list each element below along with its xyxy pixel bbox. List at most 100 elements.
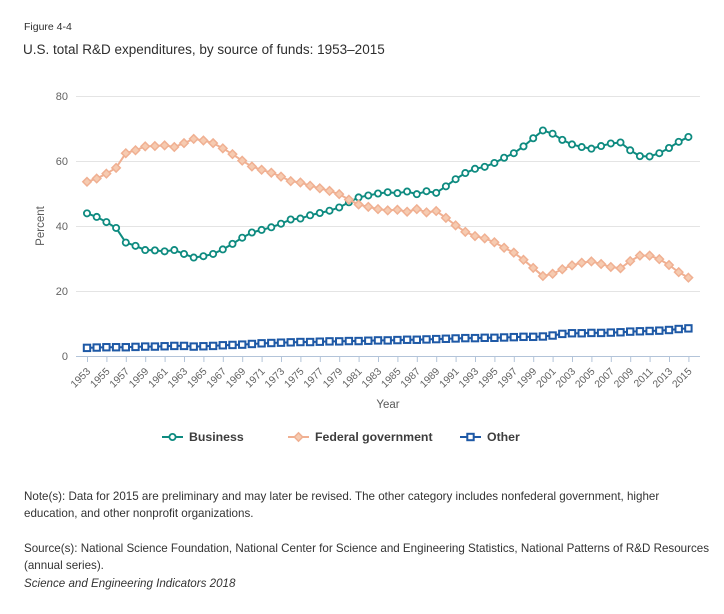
other-marker	[257, 339, 266, 348]
federal-government-marker	[460, 226, 471, 238]
federal-government-marker	[634, 250, 646, 261]
federal-government-marker	[489, 236, 500, 248]
other-marker	[499, 333, 509, 342]
other-marker	[393, 335, 402, 345]
other-marker	[402, 335, 412, 344]
other-marker	[131, 342, 140, 352]
other-marker	[296, 337, 305, 347]
business-marker	[179, 249, 188, 258]
x-tick-label: 1991	[438, 366, 462, 390]
federal-government-marker	[363, 201, 374, 213]
federal-government-marker	[178, 137, 190, 149]
other-marker	[674, 324, 683, 334]
other-marker	[587, 328, 596, 338]
x-tick-label: 1997	[496, 366, 520, 390]
chart-area: 0 20 40 60 80 1953 1955 1957 1959 1961 1963 1965 196…	[0, 80, 724, 458]
federal-government-marker	[430, 205, 442, 217]
x-tick-label: 2015	[671, 366, 695, 390]
other-marker	[529, 332, 538, 342]
business-marker	[364, 191, 373, 200]
business-marker	[286, 215, 295, 224]
other-marker	[432, 334, 441, 344]
federal-government-marker	[324, 185, 335, 197]
other-marker	[218, 341, 228, 350]
legend-label-federal-government: Federal government	[315, 430, 433, 444]
x-tick-label: 1993	[457, 366, 481, 390]
figure-title: U.S. total R&D expenditures, by source o…	[23, 42, 385, 57]
business-marker	[170, 246, 179, 255]
x-tick-label: 1985	[380, 366, 404, 390]
federal-government-marker	[450, 220, 461, 231]
business-marker	[538, 126, 547, 135]
x-tick-label: 1971	[244, 366, 268, 390]
business-marker	[393, 189, 402, 198]
other-marker	[121, 343, 130, 352]
business-marker	[665, 144, 674, 153]
other-marker	[616, 328, 625, 337]
other-marker	[548, 331, 557, 340]
business-marker	[92, 212, 101, 221]
other-marker	[267, 338, 276, 348]
other-marker	[383, 336, 392, 345]
other-marker	[344, 336, 354, 346]
series-other	[82, 324, 693, 353]
business-marker	[373, 189, 382, 198]
business-marker	[247, 228, 256, 237]
other-marker	[247, 339, 257, 349]
legend-item-business: Business	[162, 430, 244, 444]
business-marker	[315, 208, 324, 217]
federal-government-marker	[605, 261, 617, 273]
federal-government-marker	[120, 147, 132, 159]
x-tick-label: 2009	[612, 366, 636, 390]
other-marker	[238, 340, 247, 349]
y-tick-label: 20	[56, 286, 68, 298]
business-marker	[500, 153, 509, 162]
business-marker	[112, 223, 121, 232]
other-marker	[490, 333, 499, 343]
federal-government-marker	[663, 259, 675, 271]
other-marker	[461, 333, 470, 343]
other-marker	[82, 343, 92, 353]
other-marker	[606, 328, 615, 337]
x-axis-labels: 1953195519571959196119631965196719691971…	[69, 366, 695, 390]
other-marker	[451, 334, 460, 343]
federal-government-marker	[508, 247, 520, 258]
federal-government-marker	[595, 258, 607, 270]
federal-government-marker	[654, 253, 665, 265]
federal-government-marker	[644, 250, 655, 261]
federal-government-marker	[198, 135, 209, 146]
business-marker	[432, 188, 441, 197]
other-marker	[199, 342, 208, 351]
business-marker	[267, 223, 276, 232]
federal-government-marker	[139, 141, 151, 152]
other-marker	[441, 334, 451, 343]
legend: Business Federal government Other	[162, 430, 520, 444]
x-tick-label: 2003	[554, 366, 578, 390]
x-axis-ticks	[87, 357, 690, 362]
business-marker	[228, 239, 237, 248]
federal-government-marker	[236, 155, 248, 166]
federal-government-marker	[169, 141, 180, 153]
other-marker	[335, 337, 344, 346]
y-tick-label: 60	[56, 156, 68, 168]
x-tick-label: 1981	[341, 366, 365, 390]
federal-government-marker	[227, 148, 238, 160]
other-marker	[373, 336, 383, 345]
federal-government-marker	[256, 164, 267, 176]
federal-government-marker	[479, 233, 490, 244]
business-marker	[141, 246, 150, 255]
report-name: Science and Engineering Indicators 2018	[24, 577, 236, 590]
legend-label-business: Business	[189, 430, 244, 444]
federal-government-marker	[401, 206, 413, 217]
federal-government-marker	[81, 176, 93, 188]
other-marker	[567, 329, 577, 338]
federal-government-marker	[411, 203, 423, 215]
legend-label-other: Other	[487, 430, 520, 444]
federal-government-marker	[547, 268, 558, 280]
business-marker	[616, 138, 625, 147]
other-marker	[228, 340, 237, 350]
federal-government-marker	[440, 212, 452, 224]
legend-item-federal-government: Federal government	[288, 430, 433, 444]
business-marker	[529, 134, 538, 143]
